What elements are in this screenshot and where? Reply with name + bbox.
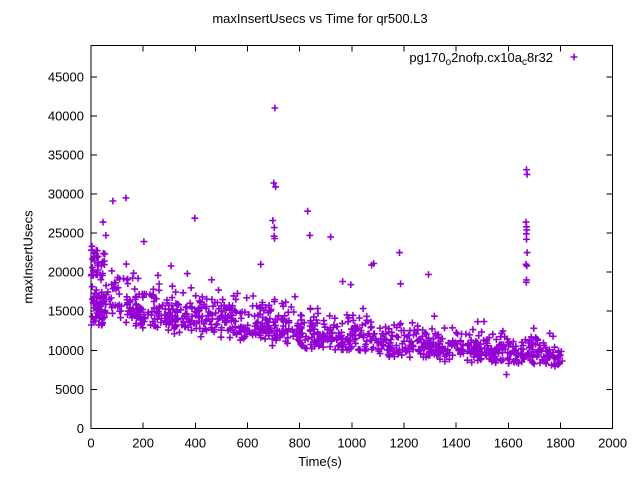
x-tick-label: 1400 <box>442 436 471 451</box>
y-tick-label: 45000 <box>48 69 84 84</box>
x-tick-label: 600 <box>237 436 259 451</box>
tick-labels: 0 200 400 600 800 1000 1200 1400 1600 1800 2000050… <box>48 69 627 450</box>
legend-text-part: pg170 <box>409 50 446 65</box>
y-tick-label: 10000 <box>48 343 84 358</box>
chart-title: maxInsertUsecs vs Time for qr500.L3 <box>212 11 428 26</box>
scatter-points <box>87 104 566 378</box>
y-axis-label: maxInsertUsecs <box>20 210 36 304</box>
x-tick-label: 1200 <box>389 436 418 451</box>
legend-text-subscript: c <box>521 57 527 68</box>
x-tick-label: 1600 <box>494 436 523 451</box>
y-tick-label: 20000 <box>48 265 84 280</box>
x-tick-label: 200 <box>132 436 154 451</box>
y-tick-label: 25000 <box>48 226 84 241</box>
x-tick-label: 1000 <box>337 436 366 451</box>
y-tick-label: 35000 <box>48 147 84 162</box>
plot-border <box>90 45 614 429</box>
y-tick-label: 5000 <box>55 382 84 397</box>
y-tick-label: 15000 <box>48 304 84 319</box>
x-tick-label: 2000 <box>598 436 627 451</box>
legend-text-part: 8r32 <box>526 50 553 65</box>
legend-marker <box>570 53 578 61</box>
x-tick-label: 0 <box>87 436 94 451</box>
x-tick-label: 400 <box>184 436 206 451</box>
legend-text-part: 2nofp.cx10a <box>451 50 522 65</box>
y-tick-label: 0 <box>77 421 84 436</box>
y-tick-label: 40000 <box>48 108 84 123</box>
legend-text-subscript: o <box>445 57 452 68</box>
x-tick-label: 1800 <box>546 436 575 451</box>
plot-axes <box>90 45 614 429</box>
x-tick-label: 800 <box>289 436 311 451</box>
y-tick-label: 30000 <box>48 186 84 201</box>
legend-label: pg170o2nofp.cx10ac8r32 <box>409 50 553 68</box>
x-axis-label: Time(s) <box>298 454 342 469</box>
